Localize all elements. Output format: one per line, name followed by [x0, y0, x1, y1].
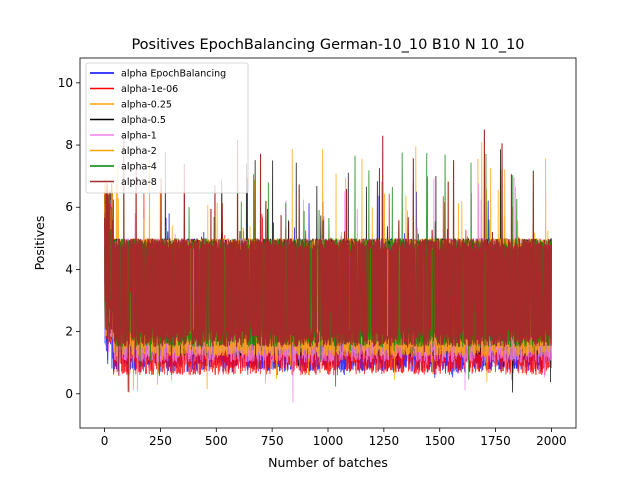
x-ticks: 0 250 500 750 1000 1250 1500 1750 2000	[101, 428, 567, 448]
legend-entry-label: alpha-0.5	[121, 115, 166, 126]
y-axis-label: Positives	[32, 216, 47, 271]
legend-entry-label: alpha-8	[121, 177, 157, 188]
legend-entry-label: alpha-4	[121, 162, 157, 173]
legend-entry-label: alpha-1	[121, 131, 157, 142]
x-tick-label: 1500	[424, 434, 455, 448]
y-tick-label: 6	[65, 200, 73, 214]
x-tick-label: 2000	[536, 434, 567, 448]
chart-title: Positives EpochBalancing German-10_10 B1…	[131, 37, 524, 53]
y-ticks: 0 2 4 6 8 10	[58, 76, 80, 401]
y-tick-label: 2	[65, 325, 73, 339]
legend-entry-label: alpha-2	[121, 146, 157, 157]
x-tick-label: 1750	[480, 434, 511, 448]
x-tick-label: 750	[261, 434, 284, 448]
x-tick-label: 1000	[313, 434, 344, 448]
legend-entry-label: alpha EpochBalancing	[121, 69, 226, 80]
legend-entry-label: alpha-0.25	[121, 100, 172, 111]
legend: alpha EpochBalancing alpha-1e-06 alpha-0.2…	[85, 62, 249, 194]
y-tick-label: 10	[58, 76, 73, 90]
y-tick-label: 4	[65, 262, 73, 276]
series-line-alpha-8	[104, 129, 552, 392]
y-tick-label: 0	[65, 387, 73, 401]
y-tick-label: 8	[65, 138, 73, 152]
x-tick-label: 0	[101, 434, 109, 448]
x-tick-label: 250	[149, 434, 172, 448]
x-axis-label: Number of batches	[268, 455, 388, 470]
legend-entry-label: alpha-1e-06	[121, 84, 178, 95]
legend-box	[85, 62, 249, 194]
x-tick-label: 1250	[369, 434, 400, 448]
series-layer	[104, 129, 552, 403]
x-tick-label: 500	[205, 434, 228, 448]
